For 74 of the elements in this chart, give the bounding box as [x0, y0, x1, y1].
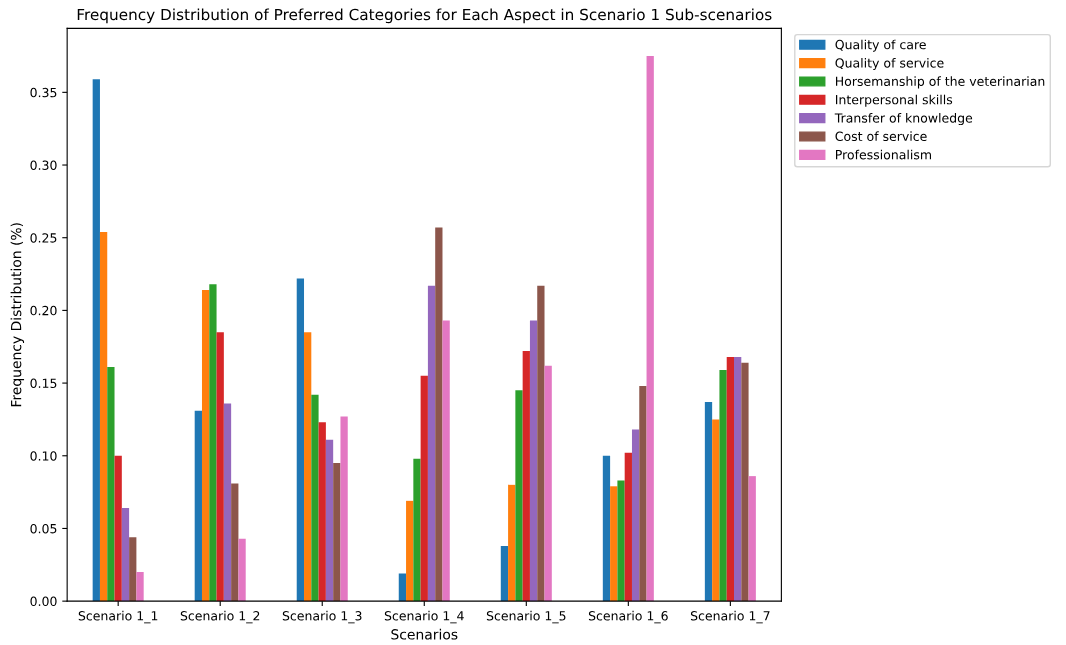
x-tick-label: Scenario 1_1 — [78, 610, 158, 624]
legend-label: Professionalism — [836, 149, 931, 160]
bar — [413, 458, 421, 602]
y-tick-label: 0.00 — [30, 596, 57, 607]
legend-label: Horsemanship of the veterinarian — [836, 76, 1045, 89]
x-tick-label: Scenario 1_6 — [588, 610, 668, 624]
x-tick-label: Scenario 1_4 — [384, 610, 464, 624]
bar — [398, 573, 407, 602]
bar — [223, 403, 232, 602]
bar — [194, 410, 202, 602]
bar — [617, 480, 625, 602]
bar — [631, 429, 640, 602]
x-axis-title: Scenarios — [391, 628, 458, 640]
bar — [741, 362, 749, 602]
bar — [304, 332, 312, 602]
bar — [704, 401, 713, 602]
y-tick-label: 0.15 — [30, 378, 57, 389]
bar — [639, 385, 647, 602]
bar — [427, 285, 436, 602]
legend-label: Cost of service — [835, 131, 927, 142]
bar — [333, 463, 341, 602]
y-tick-label: 0.20 — [30, 305, 57, 316]
bar — [646, 56, 654, 602]
bar — [712, 419, 720, 602]
bar — [107, 367, 115, 602]
bar — [296, 278, 305, 602]
chart-title: Frequency Distribution of Preferred Categories for Each Aspect in Scenario 1 Sub-scenarios — [77, 8, 772, 24]
bar — [406, 500, 414, 602]
bar — [500, 545, 509, 602]
x-tick-label: Scenario 1_5 — [486, 610, 566, 624]
legend-label: Interpersonal skills — [836, 94, 953, 107]
x-tick-label: Scenario 1_2 — [180, 610, 260, 624]
bar — [129, 537, 137, 602]
x-tick-label: Scenario 1_3 — [282, 610, 362, 624]
bar — [734, 356, 742, 602]
bar — [508, 484, 516, 602]
bar — [435, 227, 443, 602]
y-tick-label: 0.35 — [30, 87, 57, 98]
bar — [209, 284, 217, 602]
bar — [610, 486, 618, 602]
y-tick-label: 0.05 — [30, 523, 57, 534]
y-tick-label: 0.30 — [30, 160, 57, 170]
bar — [325, 439, 334, 602]
y-axis-title: Frequency Distribution (%) — [10, 223, 25, 407]
bar — [529, 320, 538, 602]
x-tick-label: Scenario 1_7 — [690, 610, 770, 624]
y-tick-label: 0.10 — [30, 451, 57, 461]
bar — [340, 416, 348, 602]
bar — [522, 351, 530, 602]
bar — [624, 452, 632, 602]
bar — [442, 320, 450, 602]
bar — [201, 290, 210, 602]
bar — [515, 390, 523, 602]
bar — [114, 455, 122, 602]
legend-label: Transfer of knowledge — [834, 113, 973, 126]
bar — [121, 508, 130, 602]
bar — [238, 538, 246, 602]
bar — [537, 285, 545, 602]
bar — [311, 394, 319, 602]
bar — [420, 375, 428, 602]
bar — [602, 455, 611, 602]
legend-label: Quality of care — [835, 39, 926, 52]
bar — [216, 332, 224, 602]
bar — [719, 370, 727, 602]
bar — [99, 231, 108, 602]
bar — [231, 483, 239, 602]
bar — [544, 365, 552, 602]
bar — [748, 476, 756, 602]
y-tick-label: 0.25 — [30, 233, 57, 243]
bar — [726, 356, 735, 602]
bar — [92, 79, 100, 602]
bar — [136, 572, 144, 602]
bar — [318, 422, 326, 602]
legend-label: Quality of service — [835, 57, 944, 71]
